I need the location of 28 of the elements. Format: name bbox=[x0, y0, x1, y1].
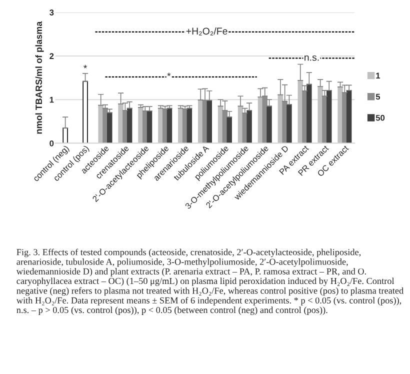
bar bbox=[306, 84, 312, 144]
bar bbox=[286, 104, 292, 144]
annotation: * bbox=[84, 64, 88, 68]
y-tick-label: 1 bbox=[50, 96, 54, 103]
bar bbox=[126, 108, 132, 144]
legend-label: 1 bbox=[376, 72, 380, 78]
y-tick-label: 2 bbox=[50, 53, 54, 59]
y-tick-label: 3 bbox=[50, 10, 54, 16]
bar bbox=[326, 90, 332, 144]
legend-label: 50 bbox=[376, 114, 385, 121]
annotation: n.s. bbox=[304, 55, 319, 61]
bar bbox=[226, 116, 232, 144]
bar bbox=[107, 112, 112, 144]
bar bbox=[82, 80, 88, 144]
bar bbox=[166, 108, 172, 144]
bar bbox=[206, 100, 212, 144]
bar bbox=[346, 90, 352, 144]
bar bbox=[186, 108, 192, 144]
bar bbox=[266, 106, 272, 144]
y-axis-title: nmol TBARS/ml of plasma bbox=[35, 21, 44, 134]
y-tick-label: 0 bbox=[50, 140, 54, 146]
annotation: * bbox=[167, 72, 171, 76]
bar bbox=[246, 110, 252, 144]
ref-line-label: +H₂O₂/Fe bbox=[186, 27, 228, 36]
bar bbox=[62, 128, 68, 144]
legend-label: 5 bbox=[376, 94, 380, 100]
bar bbox=[146, 110, 152, 144]
caption: Fig. 3. Effects of tested compounds (acteoside, crenatoside, 2′-O-acetylacteoside, pheliposide, arenarioside, tubuloside A, poliumoside, 3-O-methylpoliumoside, 2′-O-acetylpolimuoside, wiedemannioside D) and plant extracts (P. arenaria extract – PA, P. ramosa extract – PR, and O. caryophyllacea extract – OC) (1–50 μg/mL) on plasma lipid peroxidation induced by H₂O₂/Fe. Control negative (neg) refers to plasma not treated with H₂O₂/Fe, whereas control positive (pos) to plasma treated with H₂O₂/Fe. Data represent means ± SEM of 6 independent experiments. * p < 0.05 (vs. control (pos)), n.s. – p > 0.05 (vs. control (pos)), p < 0.05 (between control (neg) and control (pos)). bbox=[16, 248, 404, 315]
